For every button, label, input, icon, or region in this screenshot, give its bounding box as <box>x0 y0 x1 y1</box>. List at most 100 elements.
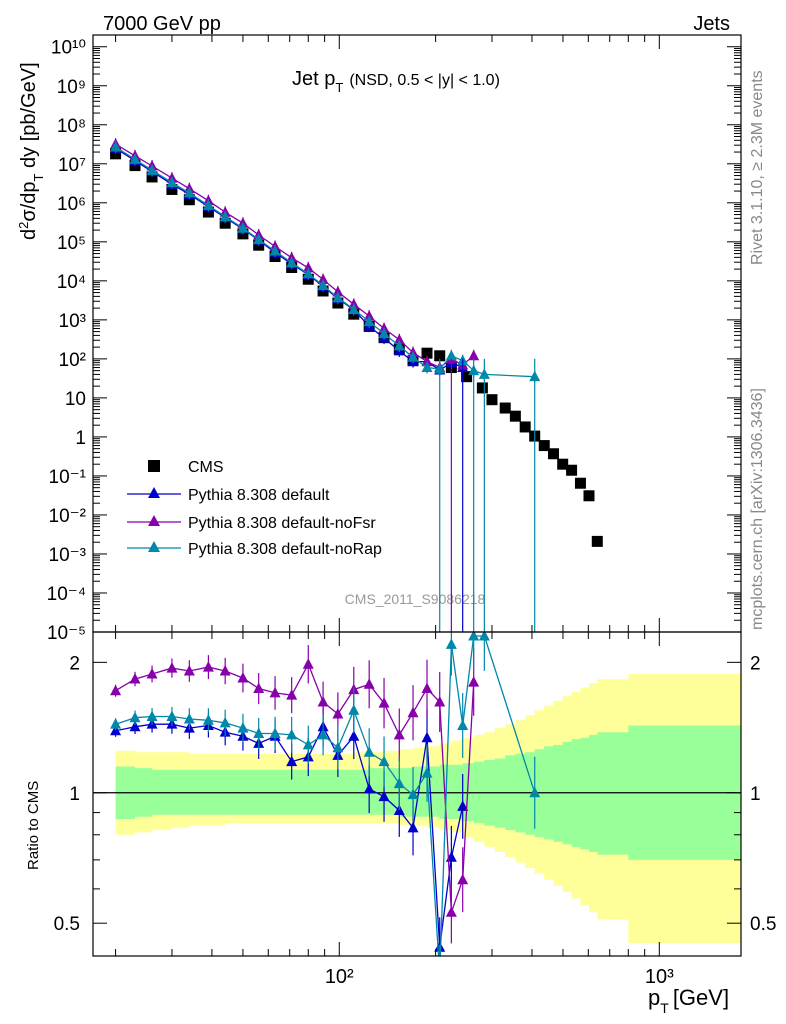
ratio-point-noFsr <box>253 682 265 694</box>
legend-marker-cms <box>148 460 160 472</box>
ratio-point-noFsr <box>332 707 344 719</box>
cms-data-point <box>519 421 531 433</box>
ratio-point-noRap <box>237 722 249 733</box>
series-point-noRap <box>219 210 231 222</box>
ratio-point-default <box>286 755 298 767</box>
legend-marker-noRap <box>148 541 160 552</box>
cms-data-point <box>566 464 578 476</box>
y-tick-label: 10⁹ <box>57 77 86 98</box>
series-point-noRap <box>407 351 419 362</box>
legend-label-cms: CMS <box>188 459 224 476</box>
legend-label-noFsr: Pythia 8.308 default-noFsr <box>188 515 376 532</box>
side-label-rivet: Rivet 3.1.10, ≥ 2.3M events <box>749 70 766 265</box>
ratio-point-noFsr <box>269 686 281 698</box>
ratio-point-noFsr <box>407 706 419 718</box>
ratio-point-default <box>378 790 390 802</box>
y-tick-label: 10⁵ <box>57 233 86 254</box>
ratio-point-default <box>407 821 419 833</box>
ratio-tick-label-left: 2 <box>69 653 80 674</box>
ratio-point-noRap <box>421 767 433 778</box>
ratio-point-noFsr <box>421 682 433 694</box>
series-point-noRap <box>363 315 375 327</box>
legend-marker-default <box>148 487 160 498</box>
ratio-point-noFsr <box>393 728 405 740</box>
ratio-point-noRap <box>434 969 445 980</box>
cms-data-point <box>486 394 498 406</box>
series-point-noRap <box>378 327 390 339</box>
ratio-point-default <box>363 783 375 794</box>
series-point-noRap <box>393 339 405 351</box>
legend-marker-noFsr <box>148 515 160 526</box>
ratio-point-noRap <box>529 786 541 798</box>
x-tick-label: 10³ <box>645 966 674 988</box>
header-left: 7000 GeV pp <box>103 13 221 35</box>
series-point-noFsr <box>468 349 480 361</box>
cms-data-point <box>538 440 550 452</box>
ratio-point-noFsr <box>286 689 298 700</box>
series-point-noRap <box>421 361 433 373</box>
series-point-noRap <box>129 153 141 164</box>
ratio-point-noRap <box>253 727 265 739</box>
ratio-point-noRap <box>110 718 122 729</box>
ratio-tick-label-left: 1 <box>69 784 80 805</box>
cms-data-point <box>509 410 521 422</box>
y-tick-label: 1 <box>75 428 86 449</box>
legend-label-noRap: Pythia 8.308 default-noRap <box>188 541 382 558</box>
ratio-point-noRap <box>332 741 344 753</box>
ratio-point-noRap <box>478 632 490 641</box>
series-point-noFsr <box>421 355 433 367</box>
y-tick-label: 10⁸ <box>57 116 86 137</box>
ratio-point-noFsr <box>202 661 214 672</box>
cms-data-point <box>574 477 586 489</box>
series-point-noRap <box>348 303 360 314</box>
cms-data-point <box>499 402 511 414</box>
ratio-point-noFsr <box>434 695 446 707</box>
ratio-point-noRap <box>363 746 375 757</box>
ratio-tick-label-right: 1 <box>750 784 761 805</box>
ratio-point-noFsr <box>146 667 158 679</box>
ratio-plot-frame <box>92 631 742 957</box>
ratio-point-noFsr <box>183 665 195 676</box>
ratio-point-noRap <box>183 713 195 724</box>
ratio-point-noFsr <box>219 665 231 676</box>
ratio-point-noRap <box>317 728 329 740</box>
series-point-noRap <box>302 267 314 279</box>
series-point-noFsr <box>317 273 329 285</box>
series-point-noRap <box>286 256 298 268</box>
series-point-noFsr <box>332 285 344 297</box>
series-point-noRap <box>183 186 195 198</box>
series-point-noRap <box>166 176 178 188</box>
ratio-point-noFsr <box>166 662 178 673</box>
series-point-noRap <box>110 140 122 152</box>
cms-data-point <box>583 490 595 502</box>
ratio-point-noRap <box>348 704 360 715</box>
series-point-noRap <box>317 279 329 290</box>
ratio-tick-label-left: 0.5 <box>54 914 80 935</box>
ratio-point-noRap <box>378 755 390 767</box>
ratio-point-noFsr <box>363 678 375 689</box>
ratio-point-noFsr <box>129 673 141 684</box>
ratio-point-noFsr <box>317 695 329 707</box>
ratio-point-noRap <box>302 738 314 750</box>
y-tick-label: 10⁶ <box>57 194 86 215</box>
y-tick-label: 10¹⁰ <box>51 38 86 59</box>
ratio-point-noFsr <box>457 873 469 885</box>
ratio-point-noRap <box>202 714 214 725</box>
series-point-noRap <box>146 164 158 175</box>
ratio-point-noFsr <box>237 672 249 683</box>
x-axis-label: pT [GeV] <box>648 985 729 1016</box>
ratio-point-noRap <box>407 788 419 800</box>
cms-data-point <box>461 371 473 383</box>
y-tick-label: 10⁻² <box>49 506 87 527</box>
legend-label-default: Pythia 8.308 default <box>188 487 330 504</box>
y-tick-label: 10 <box>65 389 86 410</box>
ratio-point-noFsr <box>302 658 314 669</box>
series-point-noRap <box>269 245 281 256</box>
y-tick-label: 10⁴ <box>57 272 86 293</box>
ratio-point-noFsr <box>378 697 390 708</box>
ratio-point-noRap <box>393 777 405 789</box>
analysis-watermark: CMS_2011_S9086218 <box>345 591 486 607</box>
ratio-tick-label-right: 0.5 <box>750 914 776 935</box>
y-tick-label: 10⁻³ <box>49 545 87 566</box>
